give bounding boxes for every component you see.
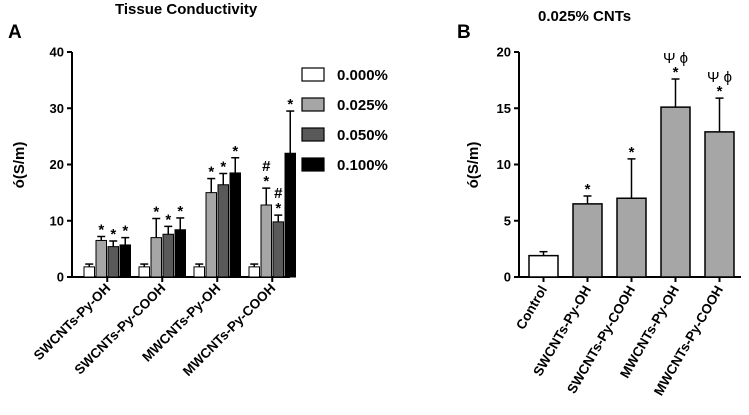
chart-a-annotation: # [262, 158, 271, 175]
chart-b-bar [616, 197, 647, 278]
chart-a-annotation: * [122, 223, 128, 240]
chart-b-ylabel: ó(S/m) [465, 142, 482, 189]
chart-a-annotation: * [232, 143, 238, 160]
chart-b-annotation: * [585, 181, 591, 198]
chart-b-annotation-extra: Ψ ϕ [707, 69, 732, 86]
chart-a-annotation: * [110, 226, 116, 243]
panel-a-label: A [8, 22, 22, 43]
chart-b-bar [528, 254, 559, 278]
chart-b-title: 0.025% CNTs [538, 8, 631, 25]
chart-a-annotation: * [165, 211, 171, 228]
chart-b-annotation: * [629, 144, 635, 161]
chart-b-y-tick-label: 15 [497, 101, 511, 116]
chart-a-annotation: * [275, 200, 281, 217]
chart-a-legend-swatch [301, 67, 325, 82]
chart-a-title: Tissue Conductivity [115, 1, 258, 18]
chart-b-annotation-extra: Ψ ϕ [663, 50, 688, 67]
chart-a-annotation: * [263, 173, 269, 190]
chart-a-legend-label: 0.025% [337, 97, 388, 114]
chart-a-bar [217, 184, 229, 278]
chart-a-legend-label: 0.100% [337, 157, 388, 174]
chart-a-bar [205, 192, 217, 278]
chart-a-bar [95, 239, 107, 278]
chart-a-bar [272, 221, 284, 278]
chart-a-annotation: * [208, 164, 214, 181]
chart-b-y-tick-label: 10 [497, 157, 511, 172]
chart-a-bar [260, 204, 272, 278]
chart-a-legend-swatch [301, 127, 325, 142]
chart-a-y-tick-label: 10 [50, 213, 64, 228]
chart-a-legend-label: 0.000% [337, 67, 388, 84]
chart-b-y-tick-label: 5 [504, 213, 511, 228]
chart-a-bar [193, 266, 205, 278]
chart-a-bar [284, 152, 296, 278]
chart-a-annotation: * [287, 96, 293, 113]
chart-b-y-tick-label: 20 [497, 45, 511, 60]
chart-b-annotation: * [717, 83, 723, 100]
chart-b-bar [660, 106, 691, 278]
chart-a-annotation: * [153, 204, 159, 221]
chart-a-annotation: * [220, 159, 226, 176]
chart-b: 05101520Control*SWCNTs-Py-OH*SWCNTs-Py-C… [497, 45, 741, 398]
chart-a-bar [229, 172, 241, 278]
chart-a-bar [162, 233, 174, 278]
chart-a-annotation: * [177, 203, 183, 220]
chart-a-y-tick-label: 0 [57, 270, 64, 285]
chart-a-legend-swatch [301, 157, 325, 172]
chart-a-legend-swatch [301, 97, 325, 112]
chart-b-bar [704, 131, 735, 278]
chart-a-y-tick-label: 40 [50, 45, 64, 60]
chart-a-annotation: * [98, 222, 104, 239]
chart-a-bar [248, 266, 260, 278]
chart-a-bar [150, 237, 162, 278]
chart-a-y-tick-label: 20 [50, 157, 64, 172]
chart-a-y-tick-label: 30 [50, 101, 64, 116]
chart-b-category-label: Control [513, 283, 550, 332]
chart-a-ylabel: ó(S/m) [11, 142, 28, 189]
chart-b-y-tick-label: 0 [504, 270, 511, 285]
chart-a-bar [119, 244, 131, 278]
chart-b-bar [572, 203, 603, 278]
panel-b-label: B [457, 22, 471, 43]
chart-b-annotation: * [673, 64, 679, 81]
chart-a-annotation: # [274, 185, 283, 202]
chart-a-bar [83, 266, 95, 278]
chart-a-bar [138, 266, 150, 278]
chart-a-category-label: MWCNTs-Py-COOH [180, 281, 278, 379]
chart-a-bar [107, 246, 119, 278]
chart-a-bar [174, 229, 186, 278]
chart-a-category-label: SWCNTs-Py-COOH [71, 281, 168, 378]
chart-a-legend-label: 0.050% [337, 127, 388, 144]
